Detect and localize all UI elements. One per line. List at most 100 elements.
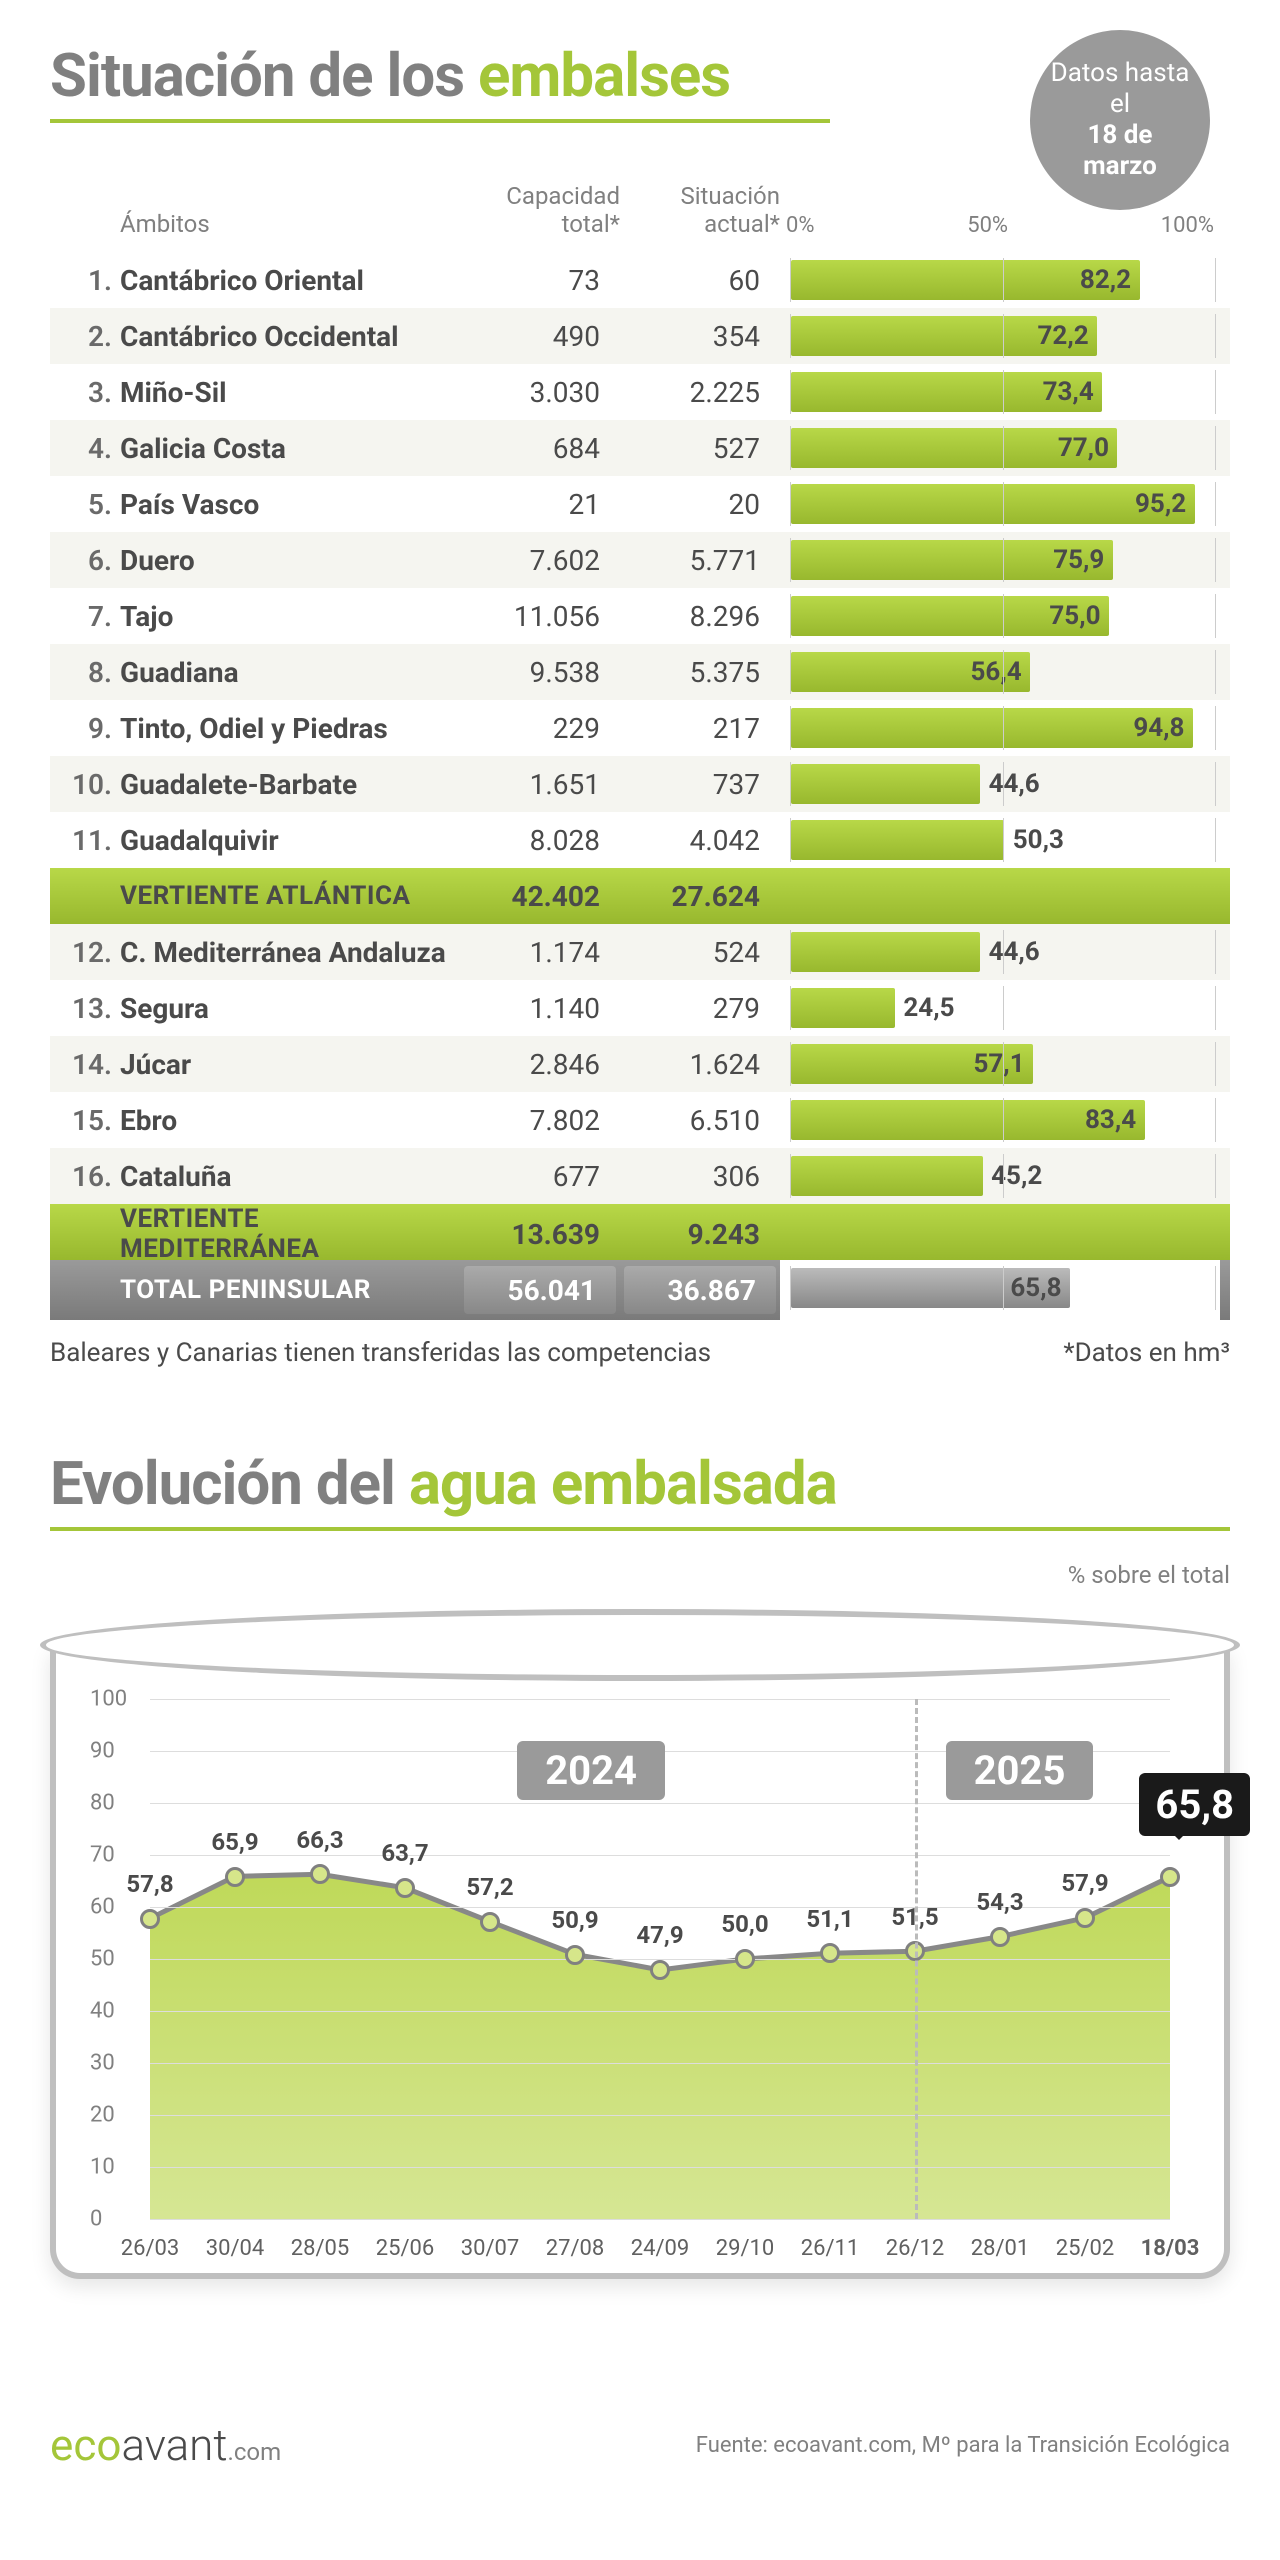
row-pct-label: 56,4 <box>971 657 1022 687</box>
date-badge: Datos hasta el 18 de marzo <box>1030 30 1210 210</box>
row-pct-label: 44,6 <box>989 769 1040 799</box>
row-name: Guadiana <box>120 656 460 689</box>
row-situation: 1.624 <box>620 1048 780 1081</box>
row-name: Miño-Sil <box>120 376 460 409</box>
footnotes: Baleares y Canarias tienen transferidas … <box>50 1338 1230 1368</box>
row-situation: 354 <box>620 320 780 353</box>
point-label: 50,0 <box>721 1910 768 1938</box>
row-num: 2. <box>50 320 120 353</box>
point-label: 57,8 <box>126 1870 173 1898</box>
header-ambitos: Ámbitos <box>120 210 460 238</box>
date-badge-pre: Datos hasta el <box>1051 58 1190 119</box>
data-point <box>480 1912 500 1932</box>
row-name: TOTAL PENINSULAR <box>120 1275 460 1305</box>
row-name: Guadalete-Barbate <box>120 768 460 801</box>
data-point <box>1075 1908 1095 1928</box>
title-part-b: embalses <box>478 40 730 111</box>
title2-b: agua embalsada <box>409 1448 837 1519</box>
row-capacity: 490 <box>460 320 620 353</box>
row-pct-label: 65,8 <box>1010 1273 1061 1303</box>
point-label: 57,2 <box>466 1873 513 1901</box>
row-name: Ebro <box>120 1104 460 1137</box>
data-point <box>735 1949 755 1969</box>
row-capacity: 9.538 <box>460 656 620 689</box>
row-num: 11. <box>50 824 120 857</box>
row-pct-label: 73,4 <box>1043 377 1094 407</box>
x-label: 18/03 <box>1141 2236 1200 2261</box>
row-bar: 65,8 <box>780 1260 1220 1320</box>
point-label: 63,7 <box>381 1839 428 1867</box>
axis-0: 0% <box>786 213 814 238</box>
row-pct-label: 75,9 <box>1053 545 1104 575</box>
row-pct-label: 45,2 <box>991 1161 1042 1191</box>
row-pct-label: 95,2 <box>1135 489 1186 519</box>
row-pct-label: 72,2 <box>1038 321 1089 351</box>
row-pct-label: 82,2 <box>1080 265 1131 295</box>
section2-title: Evolución del agua embalsada <box>50 1448 1230 1519</box>
header-situacion: Situación actual* <box>620 183 780 238</box>
year-2024: 2024 <box>517 1741 665 1800</box>
row-pct-label: 77,0 <box>1058 433 1109 463</box>
row-num: 3. <box>50 376 120 409</box>
row-capacity: 11.056 <box>460 600 620 633</box>
row-bar: 57,1 <box>780 1036 1220 1092</box>
data-point <box>140 1909 160 1929</box>
bar-axis: 0% 50% 100% <box>780 213 1220 238</box>
row-capacity: 1.651 <box>460 768 620 801</box>
row-name: Guadalquivir <box>120 824 460 857</box>
row-num: 10. <box>50 768 120 801</box>
column-headers: Ámbitos Capacidad total* Situación actua… <box>50 183 1230 238</box>
row-pct-label: 57,1 <box>973 1049 1024 1079</box>
table-row: 7.Tajo11.0568.29675,0 <box>50 588 1230 644</box>
point-label: 54,3 <box>976 1888 1023 1916</box>
row-name: Segura <box>120 992 460 1025</box>
row-name: Júcar <box>120 1048 460 1081</box>
row-capacity: 1.140 <box>460 992 620 1025</box>
header-capacidad: Capacidad total* <box>460 183 620 238</box>
row-bar: 75,0 <box>780 588 1220 644</box>
table-row: 10.Guadalete-Barbate1.65173744,6 <box>50 756 1230 812</box>
axis-100: 100% <box>1161 213 1214 238</box>
row-bar: 83,4 <box>780 1092 1220 1148</box>
row-name: C. Mediterránea Andaluza <box>120 936 460 969</box>
row-name: Tinto, Odiel y Piedras <box>120 712 460 745</box>
row-capacity: 677 <box>460 1160 620 1193</box>
row-bar: 94,8 <box>780 700 1220 756</box>
row-bar <box>780 1204 1220 1264</box>
y-label: 20 <box>90 2103 115 2128</box>
y-label: 10 <box>90 2155 115 2180</box>
y-label: 40 <box>90 1999 115 2024</box>
title2-underline <box>50 1527 1230 1531</box>
row-bar: 24,5 <box>780 980 1220 1036</box>
row-situation: 60 <box>620 264 780 297</box>
x-label: 26/12 <box>886 2236 945 2261</box>
y-label: 50 <box>90 1947 115 1972</box>
row-pct-label: 50,3 <box>1013 825 1064 855</box>
row-situation: 6.510 <box>620 1104 780 1137</box>
axis-50: 50% <box>967 213 1008 238</box>
row-num: 13. <box>50 992 120 1025</box>
row-situation: 27.624 <box>620 880 780 913</box>
row-num: 7. <box>50 600 120 633</box>
row-situation: 524 <box>620 936 780 969</box>
row-name: País Vasco <box>120 488 460 521</box>
row-capacity: 3.030 <box>460 376 620 409</box>
row-num: 4. <box>50 432 120 465</box>
row-name: Galicia Costa <box>120 432 460 465</box>
row-num: 8. <box>50 656 120 689</box>
row-pct-label: 75,0 <box>1049 601 1100 631</box>
date-badge-date: 18 de marzo <box>1083 120 1157 181</box>
footer: ecoavant.com Fuente: ecoavant.com, Mº pa… <box>50 2419 1230 2471</box>
row-num: 1. <box>50 264 120 297</box>
plot-area: 010203040506070809010057,826/0365,930/04… <box>150 1699 1170 2219</box>
x-label: 25/06 <box>376 2236 435 2261</box>
logo-domain: .com <box>228 2438 282 2466</box>
footnote-right: *Datos en hm³ <box>1063 1338 1230 1368</box>
logo: ecoavant.com <box>50 2419 281 2471</box>
table-row: 1.Cantábrico Oriental736082,2 <box>50 252 1230 308</box>
table-row: 8.Guadiana9.5385.37556,4 <box>50 644 1230 700</box>
row-bar: 56,4 <box>780 644 1220 700</box>
row-bar: 82,2 <box>780 252 1220 308</box>
table-row: 11.Guadalquivir8.0284.04250,3 <box>50 812 1230 868</box>
chart-subtitle: % sobre el total <box>50 1561 1230 1589</box>
